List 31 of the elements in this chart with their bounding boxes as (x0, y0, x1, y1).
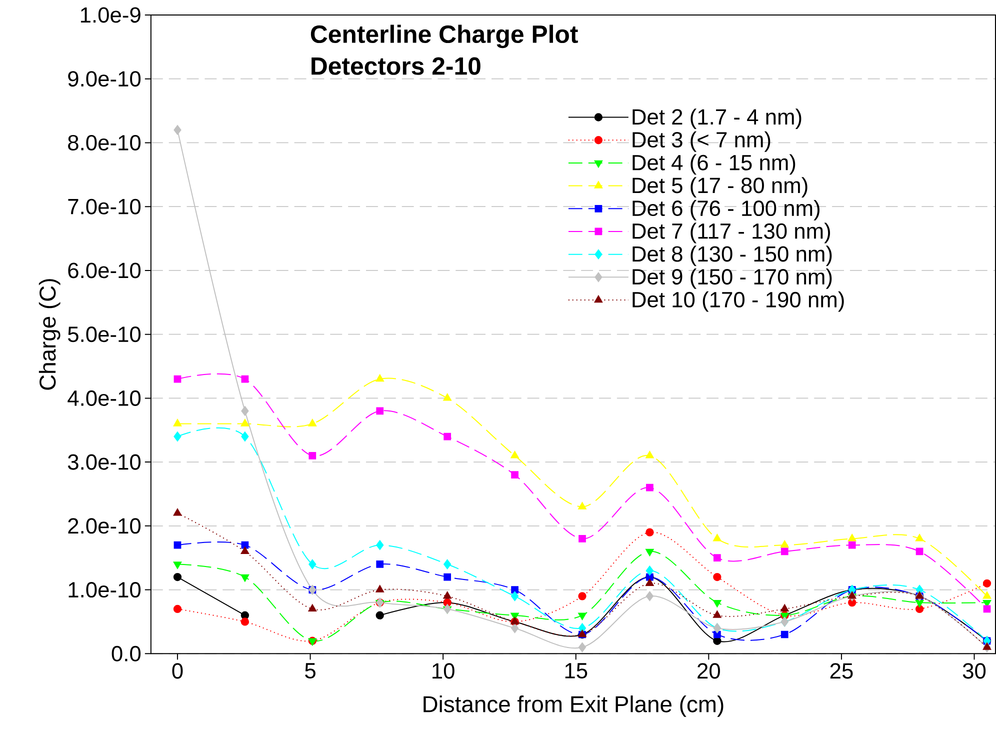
text: Detectors 2-10 (312, 57, 480, 76)
y-tick-label: 1.0e-10 (68, 582, 141, 598)
legend-label: Det 6 (76 - 100 nm) (632, 200, 820, 221)
legend-label: Det 8 (130 - 150 nm) (632, 246, 832, 266)
x-tick-label: 25 (830, 663, 853, 679)
y-tick-label: 2.0e-10 (68, 518, 141, 534)
x-tick-label: 15 (565, 663, 588, 679)
legend-label: Det 7 (117 - 130 nm) (632, 222, 830, 244)
legend-label: Det 9 (150 - 170 nm) (632, 268, 832, 290)
legend-label: Det 2 (1.7 - 4 nm) (632, 108, 802, 130)
x-tick-label: 0 (172, 663, 183, 679)
x-tick-label: 5 (305, 663, 316, 679)
legend-label: Det 4 (6 - 15 nm) (632, 154, 796, 175)
legend-label: Det 3 (< 7 nm) (632, 132, 770, 152)
x-axis-title: Distance from Exit Plane (cm) (424, 696, 724, 718)
x-tick-label: 10 (432, 663, 454, 679)
y-axis-title: Charge (C) (38, 279, 60, 390)
legend-label: Det 5 (17 - 80 nm) (632, 177, 808, 198)
y-tick-label: 6.0e-10 (68, 262, 141, 278)
y-tick-label: 1.0e-9 (80, 7, 140, 23)
x-tick-label: 30 (962, 663, 986, 679)
y-tick-label: 8.0e-10 (68, 135, 141, 151)
y-tick-label: 0.0 (112, 646, 141, 662)
y-tick-label: 9.0e-10 (68, 71, 141, 87)
chart-title: Centerline Charge Plot (310, 24, 578, 48)
y-tick-label: 7.0e-10 (68, 199, 141, 215)
legend-label: Det 10 (170 - 190 nm) (632, 292, 844, 312)
y-tick-label: 4.0e-10 (68, 390, 141, 406)
y-tick-label: 3.0e-10 (68, 454, 141, 470)
x-tick-label: 20 (698, 663, 720, 679)
y-tick-label: 5.0e-10 (68, 326, 141, 342)
